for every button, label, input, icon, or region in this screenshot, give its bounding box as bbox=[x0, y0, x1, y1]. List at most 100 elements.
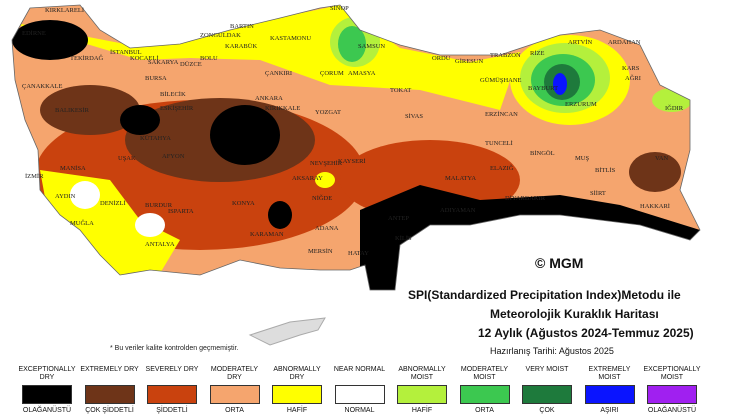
city-label: HATAY bbox=[348, 250, 369, 257]
legend-label-tr: ORTA bbox=[225, 407, 244, 414]
drought-map: © MGM * Bu veriler kalite kontrolden geç… bbox=[11, 4, 701, 352]
city-label: KİLİS bbox=[395, 235, 412, 242]
legend-item: MODERATELY DRY ORTA bbox=[204, 366, 266, 415]
city-label: MANİSA bbox=[60, 165, 86, 172]
city-label: MUĞLA bbox=[70, 219, 94, 227]
city-label: TOKAT bbox=[390, 87, 411, 94]
city-label: SAKARYA bbox=[148, 59, 179, 66]
legend-label-tr: OLAĞANÜSTÜ bbox=[647, 407, 697, 414]
cyprus bbox=[248, 317, 326, 346]
city-label: ESKİŞEHİR bbox=[160, 105, 194, 112]
city-labels: SİNOP BARTIN ZONGULDAK KARABÜK KASTAMONU SAMS… bbox=[22, 5, 684, 257]
title: 12 Aylık (Ağustos 2024-Temmuz 2025) bbox=[478, 326, 694, 340]
city-label: ÇORUM bbox=[320, 70, 344, 77]
legend-label: EXTREMELY DRY bbox=[80, 366, 139, 373]
legend-label: NEAR NORMAL bbox=[333, 366, 386, 373]
city-label: ARTVİN bbox=[568, 39, 592, 46]
city-label: SİİRT bbox=[590, 190, 606, 197]
legend: EXCEPTIONALLY DRY OLAĞANÜSTÜ EXTREMELY DRY… bbox=[0, 366, 740, 420]
legend-item: EXTREMELY DRY ÇOK ŞİDDETLİ bbox=[79, 366, 141, 415]
legend-swatch bbox=[459, 385, 510, 404]
city-label: MUŞ bbox=[575, 155, 589, 162]
city-label: HAKKARİ bbox=[640, 203, 670, 210]
city-label: TEKİRDAĞ bbox=[70, 54, 104, 62]
city-label: ISPARTA bbox=[168, 208, 194, 215]
city-label: ÇANAKKALE bbox=[22, 83, 62, 90]
legend-swatch bbox=[272, 385, 322, 404]
legend-label: EXTREMELY MOIST bbox=[588, 366, 631, 381]
title: SPI(Standardized Precipitation Index)Met… bbox=[408, 288, 681, 302]
city-label: KARAMAN bbox=[250, 231, 284, 238]
legend-label: MODERATELY MOIST bbox=[460, 366, 509, 381]
city-label: BOLU bbox=[200, 55, 218, 62]
city-label: SAMSUN bbox=[358, 43, 385, 50]
legend-swatch bbox=[584, 385, 635, 404]
city-label: AFYON bbox=[162, 153, 185, 160]
legend-swatch bbox=[84, 385, 135, 404]
city-label: AYDIN bbox=[55, 193, 76, 200]
legend-label: EXCEPTIONALLY DRY bbox=[18, 366, 76, 381]
legend-swatch bbox=[147, 385, 197, 404]
legend-label-tr: ŞİDDETLİ bbox=[156, 407, 188, 414]
legend-label: SEVERELY DRY bbox=[145, 366, 199, 373]
city-label: ORDU bbox=[432, 55, 451, 62]
legend-swatch bbox=[22, 385, 72, 404]
city-label: MERSİN bbox=[308, 248, 333, 255]
title: Meteorolojik Kuraklık Haritası bbox=[490, 307, 659, 321]
legend-label: ABNORMALLY MOIST bbox=[398, 366, 446, 381]
city-label: KAYSERİ bbox=[338, 158, 366, 165]
legend-label-tr: HAFİF bbox=[286, 407, 308, 414]
city-label: ÇANKIRI bbox=[265, 70, 292, 77]
legend-label-tr: OLAĞANÜSTÜ bbox=[22, 407, 72, 414]
city-label: ANTALYA bbox=[145, 241, 175, 248]
city-label: TUNCELİ bbox=[485, 140, 513, 147]
city-label: BARTIN bbox=[230, 23, 254, 30]
city-label: AKSARAY bbox=[292, 175, 323, 182]
city-label: SİNOP bbox=[330, 5, 349, 12]
city-label: BURDUR bbox=[145, 202, 173, 209]
city-label: NEVŞEHİR bbox=[310, 160, 343, 167]
city-label: DİYARBAKIR bbox=[505, 195, 546, 202]
legend-item: VERY MOIST ÇOK bbox=[516, 366, 578, 415]
city-label: GİRESUN bbox=[455, 58, 483, 65]
city-label: AĞRI bbox=[625, 74, 641, 82]
city-label: BURSA bbox=[145, 75, 167, 82]
legend-label-tr: ÇOK ŞİDDETLİ bbox=[85, 407, 134, 414]
legend-label: VERY MOIST bbox=[525, 366, 569, 373]
legend-item: ABNORMALLY DRY HAFİF bbox=[266, 366, 328, 415]
legend-item: EXCEPTIONALLY MOIST OLAĞANÜSTÜ bbox=[641, 366, 703, 415]
legend-item: MODERATELY MOIST ORTA bbox=[454, 366, 516, 415]
legend-label: EXCEPTIONALLY MOIST bbox=[643, 366, 701, 381]
city-label: EDİRNE bbox=[22, 30, 46, 37]
city-label: DENİZLİ bbox=[100, 200, 126, 207]
city-label: YOZGAT bbox=[315, 109, 341, 116]
city-label: ERZİNCAN bbox=[485, 111, 518, 118]
city-label: KONYA bbox=[232, 200, 255, 207]
city-label: KIRIKKALE bbox=[265, 105, 300, 112]
city-label: KIRKLARELİ bbox=[45, 7, 84, 14]
city-label: İZMİR bbox=[25, 173, 44, 180]
city-label: BAYBURT bbox=[528, 85, 558, 92]
city-label: ADANA bbox=[315, 225, 339, 232]
city-label: VAN bbox=[655, 155, 669, 162]
legend-label: ABNORMALLY DRY bbox=[273, 366, 321, 381]
city-label: BİNGÖL bbox=[530, 150, 555, 157]
legend-item: SEVERELY DRY ŞİDDETLİ bbox=[141, 366, 203, 415]
date: Hazırlanış Tarihi: Ağustos 2025 bbox=[490, 346, 614, 356]
legend-item: ABNORMALLY MOIST HAFİF bbox=[391, 366, 453, 415]
city-label: GÜMÜŞHANE bbox=[480, 77, 522, 84]
city-label: KÜTAHYA bbox=[140, 135, 171, 142]
city-label: İSTANBUL bbox=[110, 49, 142, 56]
city-label: TRABZON bbox=[490, 52, 521, 59]
legend-swatch bbox=[209, 385, 260, 404]
city-label: AMASYA bbox=[348, 70, 376, 77]
city-label: ANTEP bbox=[388, 215, 409, 222]
city-label: SİVAS bbox=[405, 113, 423, 120]
note: * Bu veriler kalite kontrolden geçmemişt… bbox=[110, 345, 238, 352]
city-label: KARABÜK bbox=[225, 43, 257, 50]
legend-item: EXCEPTIONALLY DRY OLAĞANÜSTÜ bbox=[16, 366, 78, 415]
city-label: ERZURUM bbox=[565, 101, 597, 108]
credit: © MGM bbox=[535, 255, 583, 271]
city-label: ZONGULDAK bbox=[200, 32, 241, 39]
legend-label-tr: AŞIRI bbox=[600, 407, 619, 414]
